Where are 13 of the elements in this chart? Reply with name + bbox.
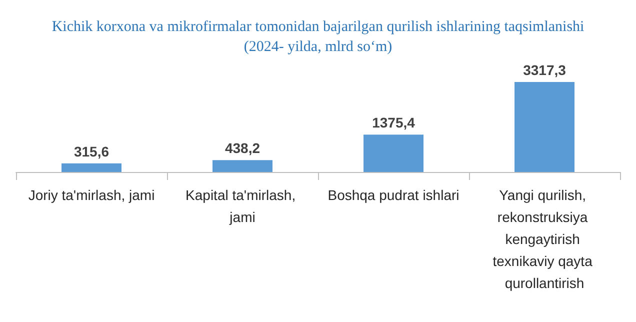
data-label: 438,2: [224, 140, 260, 156]
data-label: 315,6: [74, 143, 110, 160]
x-tick-label: Boshqa pudrat ishlari: [328, 187, 460, 203]
chart-title: Kichik korxona va mikrofirmalar tomonidan bajarilgan qurilish ishlarining taqsimlanishi (2024- yilda, mlrd so‘m): [52, 19, 584, 55]
data-label: 3317,3: [523, 62, 566, 78]
bar: [364, 134, 424, 172]
x-tick-label: Joriy ta'mirlash, jami: [28, 187, 155, 203]
bar: [62, 163, 122, 172]
bar: [514, 82, 574, 172]
data-label: 1375,4: [372, 114, 416, 131]
x-tick-label: Yangi qurilish, rekonstruksiya kengaytirish texnikaviy qayta qurollantirish: [492, 187, 596, 291]
bar: [212, 160, 272, 172]
x-tick-label: Kapital ta'mirlash, jami: [186, 187, 300, 225]
